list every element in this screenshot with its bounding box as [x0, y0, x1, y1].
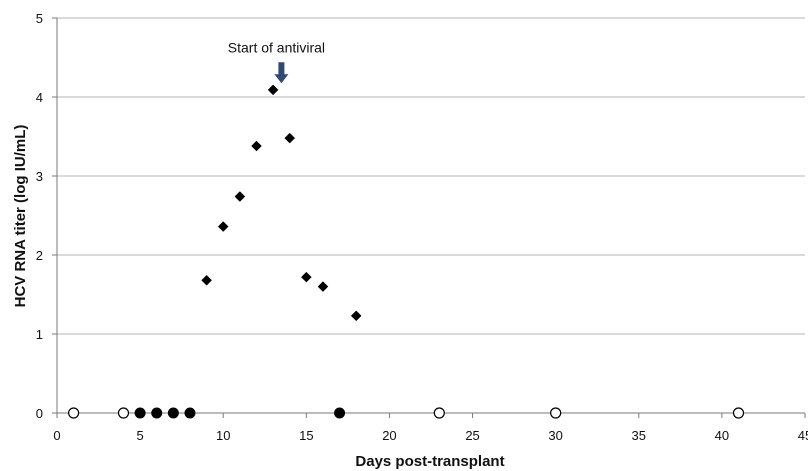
data-point-circle-open-30: [550, 407, 562, 419]
y-tick-label-4: 4: [36, 90, 43, 105]
x-tick-label-0: 0: [53, 428, 60, 443]
data-point-diamond-filled-11: [234, 191, 246, 202]
y-tick-label-2: 2: [36, 248, 43, 263]
data-point-diamond-filled-15: [300, 271, 312, 283]
x-tick-label-20: 20: [382, 428, 396, 443]
x-tick-label-25: 25: [465, 428, 479, 443]
data-point-diamond-filled-14: [284, 132, 296, 144]
annotations: Start of antiviral: [228, 39, 325, 84]
x-axis-title: Days post-transplant: [355, 453, 504, 470]
data-point-circle-filled-7: [167, 407, 179, 419]
data-point-circle-open-1: [68, 407, 80, 419]
x-tick-label-40: 40: [715, 428, 729, 443]
x-tick-label-35: 35: [632, 428, 646, 443]
x-tick-label-45: 45: [798, 428, 808, 443]
x-tick-label-15: 15: [299, 428, 313, 443]
data-point-circle-filled-6: [151, 407, 163, 419]
y-tick-label-5: 5: [36, 11, 43, 26]
annotation-arrow-head: [274, 74, 289, 84]
data-point-circle-open-41: [732, 407, 745, 419]
x-tick-label-10: 10: [216, 428, 230, 443]
data-point-diamond-filled-18: [350, 310, 362, 322]
annotation-arrow-shaft: [278, 62, 285, 76]
grid-lines: [57, 17, 805, 335]
y-axis-ticks: 0 1 2 3 4 5: [36, 11, 57, 421]
data-point-diamond-filled-13: [267, 84, 279, 96]
y-tick-label-0: 0: [36, 406, 43, 421]
axes: [56, 18, 805, 414]
data-points: [68, 84, 745, 419]
data-point-circle-open-23: [433, 407, 445, 419]
data-point-circle-filled-5: [134, 407, 146, 419]
data-point-diamond-filled-9: [201, 274, 212, 286]
y-tick-label-1: 1: [36, 327, 43, 342]
data-point-diamond-filled-16: [317, 281, 329, 292]
y-tick-label-3: 3: [36, 169, 43, 184]
x-tick-label-5: 5: [136, 428, 143, 443]
data-point-diamond-filled-12: [251, 140, 262, 152]
data-point-diamond-filled-10: [217, 221, 229, 232]
x-tick-label-30: 30: [548, 428, 562, 443]
x-axis-ticks: 0 5 10 15 20 25 30 35 40 45: [53, 413, 808, 443]
annotation-label: Start of antiviral: [228, 39, 325, 55]
y-axis-title: HCV RNA titer (log IU/mL): [12, 125, 29, 308]
data-point-circle-open-4: [117, 407, 130, 419]
data-point-circle-filled-17: [334, 407, 346, 419]
data-point-circle-filled-8: [184, 407, 196, 419]
